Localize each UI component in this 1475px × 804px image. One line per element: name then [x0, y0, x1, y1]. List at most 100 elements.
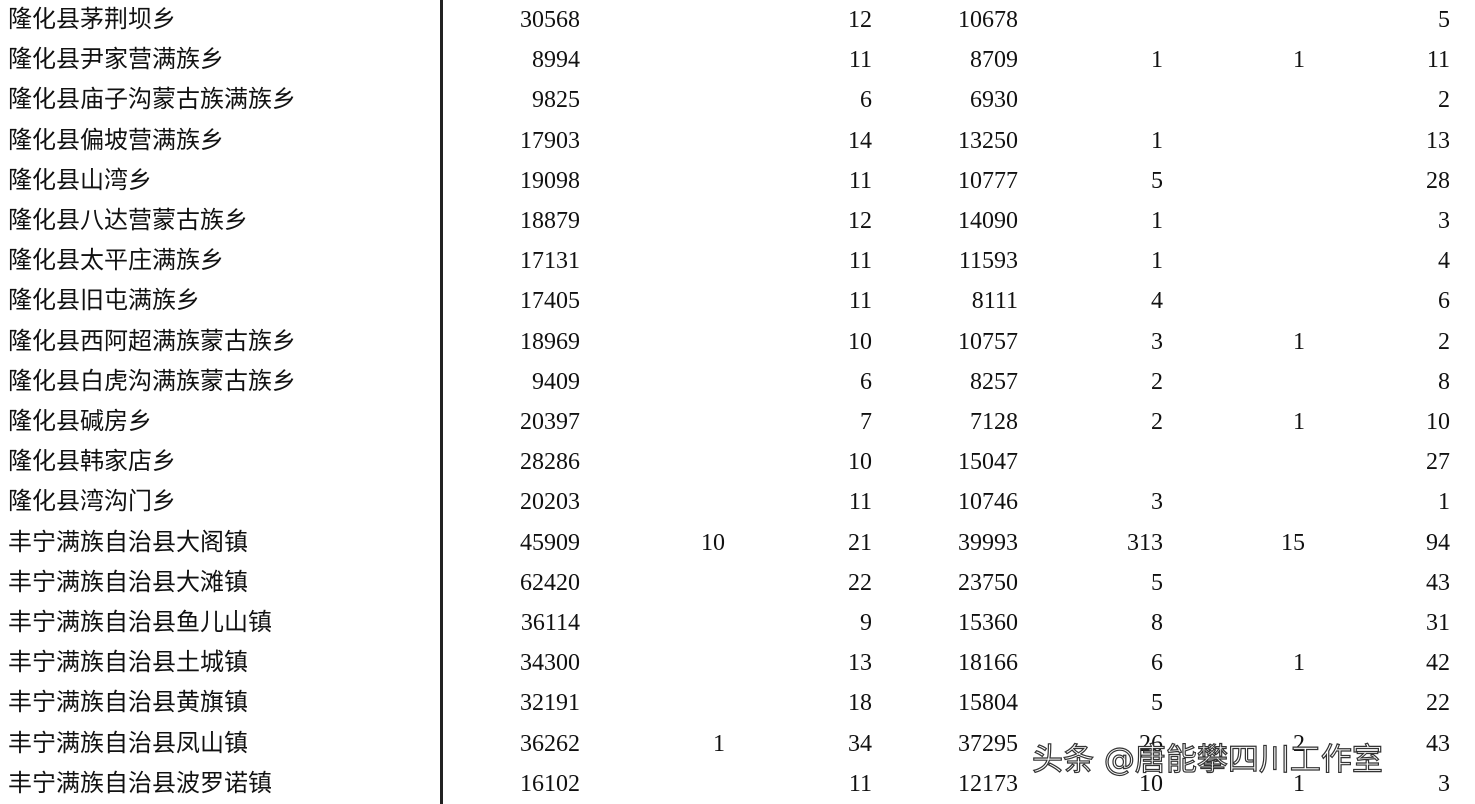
value-cell: 3 — [1438, 770, 1450, 797]
value-cell: 10 — [701, 529, 725, 556]
value-cell: 22 — [848, 569, 872, 596]
watermark: 头条 @唐能攀四川工作室 — [1031, 741, 1383, 778]
value-cell: 5 — [1151, 167, 1163, 194]
row-name: 隆化县太平庄满族乡 — [8, 248, 224, 275]
row-name: 隆化县西阿超满族蒙古族乡 — [8, 328, 296, 355]
value-cell: 15804 — [958, 690, 1018, 717]
value-cell: 10777 — [958, 167, 1018, 194]
value-cell: 4 — [1151, 288, 1163, 315]
value-cell: 1 — [1293, 47, 1305, 74]
row-name: 隆化县韩家店乡 — [8, 449, 176, 476]
value-cell: 1 — [1293, 770, 1305, 797]
value-cell: 1 — [1293, 409, 1305, 435]
value-cell: 11 — [848, 47, 872, 74]
value-cell: 15360 — [958, 610, 1018, 636]
value-cell: 3 — [1438, 208, 1450, 234]
value-cell: 10 — [1426, 409, 1450, 435]
value-cell: 11593 — [958, 248, 1018, 275]
row-name: 隆化县八达营蒙古族乡 — [8, 208, 248, 234]
value-cell: 10746 — [958, 489, 1018, 516]
value-cell: 36262 — [520, 730, 580, 757]
value-cell: 11 — [848, 770, 872, 797]
value-cell: 30568 — [520, 7, 580, 33]
value-cell: 11 — [1426, 47, 1450, 74]
row-name: 隆化县尹家营满族乡 — [8, 47, 224, 74]
value-cell: 6 — [1151, 650, 1163, 677]
value-cell: 2 — [1438, 328, 1450, 355]
value-cell: 9 — [860, 610, 872, 636]
value-cell: 42 — [1426, 650, 1450, 677]
row-name: 隆化县旧屯满族乡 — [8, 288, 200, 315]
row-name: 隆化县庙子沟蒙古族满族乡 — [8, 87, 296, 114]
value-cell: 10 — [1139, 770, 1163, 797]
value-cell: 20397 — [520, 409, 580, 435]
value-cell: 13 — [848, 650, 872, 677]
row-name: 隆化县山湾乡 — [8, 167, 152, 194]
value-cell: 18 — [848, 690, 872, 717]
value-cell: 5 — [1438, 7, 1450, 33]
value-cell: 43 — [1426, 730, 1450, 757]
row-name: 丰宁满族自治县大滩镇 — [8, 569, 248, 596]
value-cell: 28286 — [520, 449, 580, 476]
value-cell: 18879 — [520, 208, 580, 234]
value-cell: 9825 — [532, 87, 580, 114]
value-cell: 23750 — [958, 569, 1018, 596]
value-cell: 10 — [848, 449, 872, 476]
value-cell: 8 — [1151, 610, 1163, 636]
column-divider — [440, 0, 443, 804]
value-cell: 8111 — [971, 288, 1018, 315]
value-cell: 39993 — [958, 529, 1018, 556]
value-cell: 28 — [1426, 167, 1450, 194]
value-cell: 18166 — [958, 650, 1018, 677]
value-cell: 34 — [848, 730, 872, 757]
value-cell: 11 — [848, 167, 872, 194]
value-cell: 17405 — [520, 288, 580, 315]
row-name: 隆化县茅荆坝乡 — [8, 7, 176, 33]
value-cell: 22 — [1426, 690, 1450, 717]
value-cell: 94 — [1426, 529, 1450, 556]
value-cell: 12173 — [958, 770, 1018, 797]
value-cell: 27 — [1426, 449, 1450, 476]
value-cell: 5 — [1151, 690, 1163, 717]
value-cell: 20203 — [520, 489, 580, 516]
value-cell: 11 — [848, 288, 872, 315]
value-cell: 1 — [1151, 127, 1163, 154]
value-cell: 1 — [1293, 650, 1305, 677]
value-cell: 10757 — [958, 328, 1018, 355]
value-cell: 14090 — [958, 208, 1018, 234]
value-cell: 62420 — [520, 569, 580, 596]
row-name: 隆化县湾沟门乡 — [8, 489, 176, 516]
row-name: 丰宁满族自治县凤山镇 — [8, 730, 248, 757]
row-name: 隆化县偏坡营满族乡 — [8, 127, 224, 154]
value-cell: 6 — [860, 368, 872, 395]
value-cell: 36114 — [520, 610, 580, 636]
row-name: 丰宁满族自治县鱼儿山镇 — [8, 610, 272, 636]
value-cell: 21 — [848, 529, 872, 556]
value-cell: 6930 — [970, 87, 1018, 114]
value-cell: 15047 — [958, 449, 1018, 476]
value-cell: 12 — [848, 7, 872, 33]
row-name: 隆化县白虎沟满族蒙古族乡 — [8, 368, 296, 395]
value-cell: 1 — [1151, 248, 1163, 275]
value-cell: 13250 — [958, 127, 1018, 154]
value-cell: 32191 — [520, 690, 580, 717]
value-cell: 1 — [1293, 328, 1305, 355]
value-cell: 17903 — [520, 127, 580, 154]
value-cell: 45909 — [520, 529, 580, 556]
value-cell: 43 — [1426, 569, 1450, 596]
value-cell: 313 — [1127, 529, 1163, 556]
value-cell: 11 — [848, 248, 872, 275]
value-cell: 5 — [1151, 569, 1163, 596]
value-cell: 34300 — [520, 650, 580, 677]
value-cell: 2 — [1151, 409, 1163, 435]
value-cell: 8709 — [970, 47, 1018, 74]
value-cell: 9409 — [532, 368, 580, 395]
value-cell: 6 — [1438, 288, 1450, 315]
row-name: 隆化县碱房乡 — [8, 409, 152, 435]
value-cell: 1 — [713, 730, 725, 757]
value-cell: 11 — [848, 489, 872, 516]
value-cell: 6 — [860, 87, 872, 114]
value-cell: 8257 — [970, 368, 1018, 395]
value-cell: 13 — [1426, 127, 1450, 154]
